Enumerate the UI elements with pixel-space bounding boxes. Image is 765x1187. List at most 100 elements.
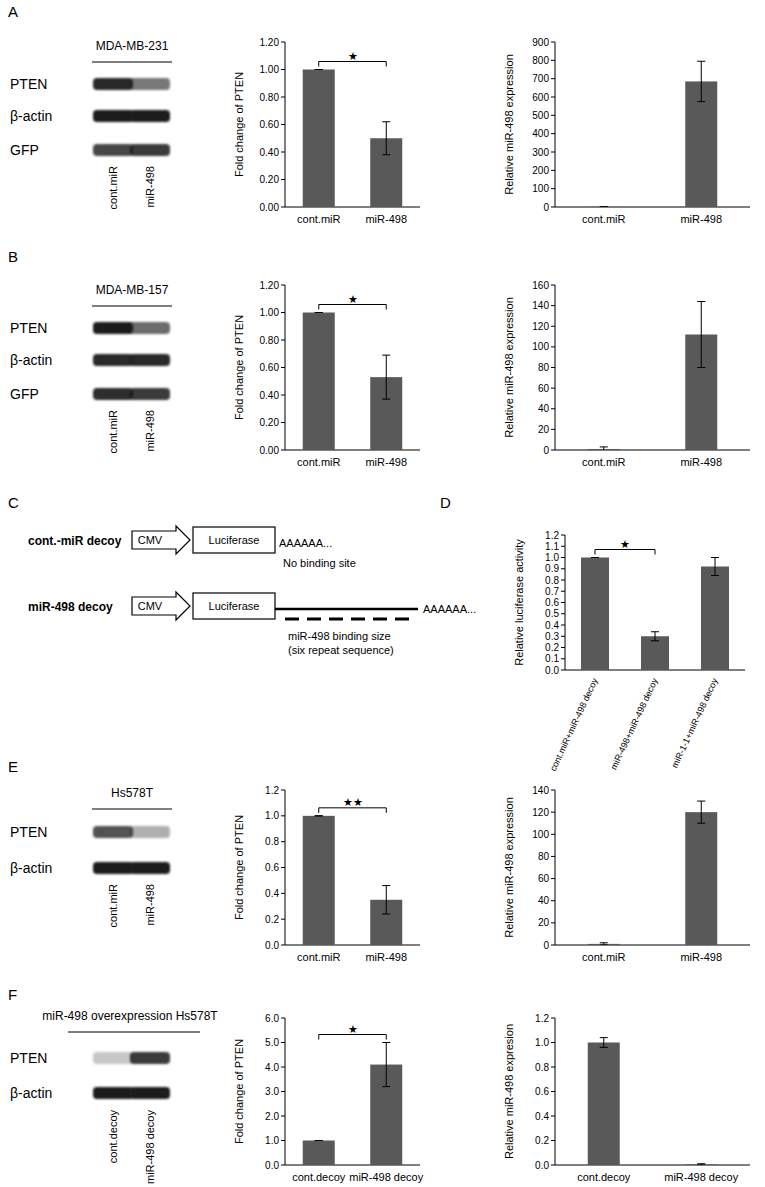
y-tick [551,133,555,134]
y-tick [551,1067,555,1068]
bar [303,816,335,945]
x-tick-label: miR-498 [365,456,407,468]
y-tick [281,285,285,286]
y-tick [281,450,285,451]
y-axis [555,42,556,207]
y-tick [551,945,555,946]
y-tick-label: 6.0 [265,1013,279,1024]
y-tick-label: 0.0 [545,665,559,676]
y-tick [281,1067,285,1068]
marks [303,313,403,451]
chart: 0100200300400500600700800900Relative miR… [503,37,750,226]
y-tick-label: 0.4 [535,1111,549,1122]
y-tick [281,422,285,423]
x-tick-label: cont.miR [582,213,625,225]
blot-row-label: β-actin [10,860,52,876]
error-bar [600,447,608,450]
y-tick-label: 1.0 [545,552,559,563]
y-tick-label: 1.2 [545,530,559,541]
y-tick [281,1140,285,1141]
chart: 020406080100120140160Relative miR-498 ex… [503,280,750,469]
y-tick [281,367,285,368]
marks [588,61,718,207]
y-tick-label: 0.00 [260,202,280,213]
y-tick-label: 0.6 [545,597,559,608]
y-tick [281,790,285,791]
y-tick [551,285,555,286]
y-tick-label: 0.3 [545,631,559,642]
y-tick [551,878,555,879]
y-tick-label: 200 [532,165,549,176]
lane-label: miR-498 [144,166,156,208]
y-axis-label: Relative luciferase activity [513,539,525,666]
y-tick-label: 0.6 [535,1086,549,1097]
significance-label: ★ [620,538,630,550]
y-tick-label: 0.8 [265,836,279,847]
y-tick [281,945,285,946]
blot-row-label: PTEN [10,824,47,840]
y-tick-label: 120 [532,321,549,332]
y-tick [281,1018,285,1019]
y-tick [551,388,555,389]
error-bar [711,558,719,576]
y-tick [281,152,285,153]
y-axis [555,790,556,945]
y-tick [281,312,285,313]
significance-bracket [319,305,387,310]
y-tick-label: 2.0 [265,1111,279,1122]
y-tick [551,408,555,409]
blot-band [93,1052,133,1064]
significance-label: ★ [348,50,358,62]
x-axis [555,1165,750,1166]
blot-row-label: β-actin [10,108,52,124]
y-tick-label: 100 [532,829,549,840]
y-tick [551,856,555,857]
y-tick [281,395,285,396]
blot-band [93,862,133,874]
y-tick [551,78,555,79]
y-tick-label: 20 [538,424,550,435]
y-tick-label: 140 [532,300,549,311]
x-tick-label: cont.miR [582,951,625,963]
y-tick [551,450,555,451]
figure: ABCDEFMDA-MB-231PTENβ-actinGFPcont.miRmi… [0,0,765,1187]
y-tick-label: 0.60 [260,362,280,373]
y-tick-label: 0.40 [260,390,280,401]
construct-note: (six repeat sequence) [288,644,394,656]
y-tick [561,580,565,581]
panel-letter: A [8,3,18,20]
y-tick [561,670,565,671]
y-tick-label: 0.0 [265,940,279,951]
y-tick [561,568,565,569]
x-tick-label: cont.miR [297,456,340,468]
y-tick [281,69,285,70]
y-tick-label: 1.20 [260,280,280,291]
x-axis [555,450,750,451]
y-tick [281,340,285,341]
blot-band [93,388,133,400]
blot-title: MDA-MB-157 [96,283,169,297]
blot-title-line [92,62,172,63]
y-tick-label: 20 [538,917,550,928]
y-tick-label: 120 [532,807,549,818]
y-tick-label: 900 [532,37,549,48]
y-tick [561,636,565,637]
y-tick-label: 1.00 [260,64,280,75]
error-bar [315,312,323,313]
error-bar [651,632,659,641]
chart: 0.000.200.400.600.801.001.20Fold change … [233,37,420,226]
chart: 020406080100120140Relative miR-498 expre… [503,785,750,964]
blot-band [130,1087,170,1099]
significance-bracket [319,62,387,67]
y-tick-label: 0.6 [265,862,279,873]
y-tick [551,367,555,368]
y-tick [561,557,565,558]
blot-band [93,354,133,366]
y-tick [281,841,285,842]
error-bar [697,302,705,368]
bar [303,70,335,208]
lane-label: miR-498 [144,884,156,926]
y-tick [551,346,555,347]
blot-band [130,354,170,366]
chart: 0.000.200.400.600.801.001.20Fold change … [233,280,420,469]
